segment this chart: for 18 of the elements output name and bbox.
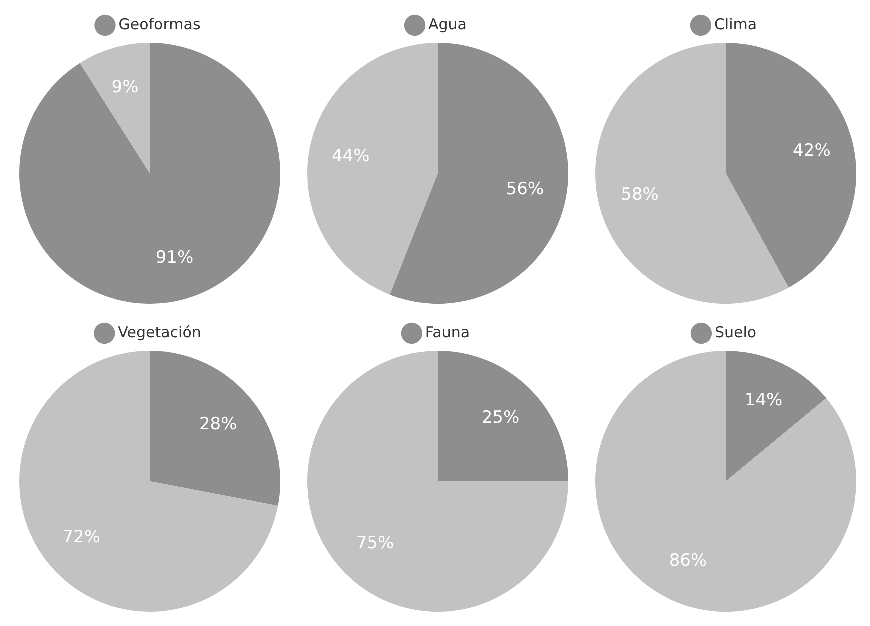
data-label: 9% [112,78,139,98]
data-label: 25% [482,408,520,428]
data-label: 72% [62,527,101,548]
data-label: 28% [199,414,238,434]
data-label: 14% [744,390,783,411]
data-label: 75% [356,534,394,554]
data-label: 56% [506,180,544,200]
legend-label: Suelo [714,323,757,342]
legend-label: Vegetación [118,323,202,342]
data-label: 91% [156,248,194,268]
legend-label: Fauna [425,323,470,342]
data-label: 86% [669,551,708,572]
data-label: 42% [793,140,831,161]
data-label: 58% [621,184,659,205]
data-label: 44% [332,146,370,166]
legend-label: Clima [714,15,758,34]
legend-label: Agua [428,15,467,34]
legend-label: Geoformas [118,15,201,34]
